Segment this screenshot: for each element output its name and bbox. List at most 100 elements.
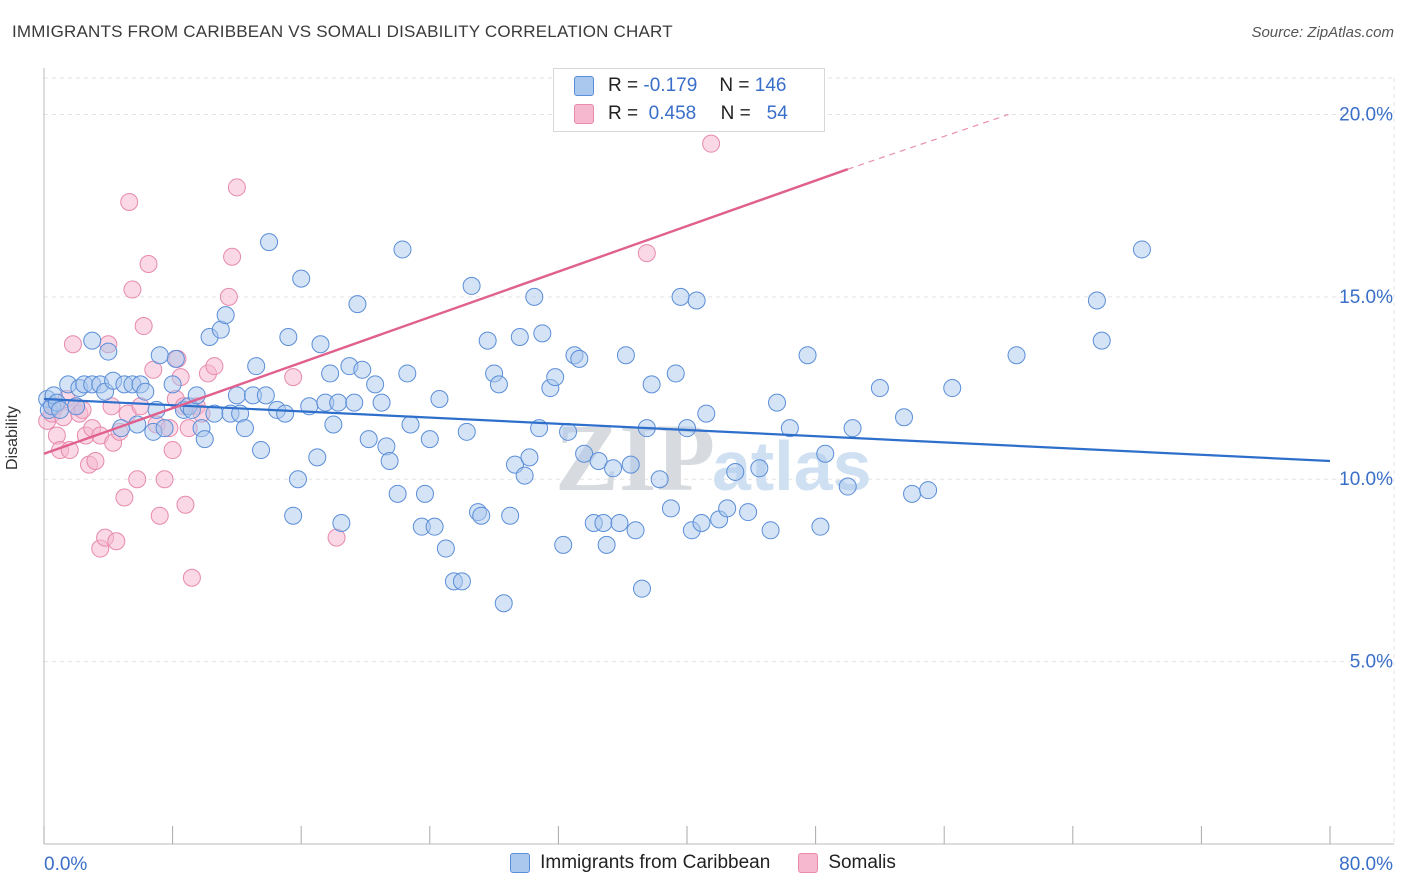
legend-r-label: R = (608, 75, 639, 96)
somalis-trend-line (43, 168, 849, 455)
caribbean-point-55 (311, 335, 330, 354)
caribbean-point-137 (838, 477, 857, 496)
caribbean-point-68 (377, 437, 396, 456)
caribbean-point-117 (650, 470, 669, 489)
legend-swatch-blue (574, 76, 594, 96)
caribbean-point-44 (252, 441, 271, 460)
caribbean-point-108 (597, 535, 616, 554)
x-tick-label-0: 0.0% (44, 854, 87, 875)
caribbean-point-110 (610, 514, 629, 533)
caribbean-point-128 (726, 462, 745, 481)
legend-n-value: 54 (766, 103, 788, 124)
caribbean-point-97 (533, 324, 552, 343)
trend-lines (43, 113, 1331, 463)
caribbean-point-33 (195, 430, 214, 449)
caribbean-point-37 (216, 306, 235, 325)
somalis-point-44 (182, 568, 201, 587)
legend-n-label: N = (719, 75, 750, 96)
caribbean-point-26 (163, 375, 182, 394)
somalis-point-42 (176, 495, 195, 514)
caribbean-point-49 (279, 327, 298, 346)
caribbean-point-135 (811, 517, 830, 536)
caribbean-point-5 (51, 400, 70, 419)
caribbean-point-70 (388, 484, 407, 503)
caribbean-point-78 (430, 389, 449, 408)
caribbean-point-134 (798, 346, 817, 365)
caribbean-point-90 (501, 506, 520, 525)
caribbean-point-129 (739, 503, 758, 522)
somalis-point-27 (123, 280, 142, 299)
legend-n-label: N = (720, 103, 751, 124)
caribbean-point-127 (718, 499, 737, 518)
legend-r-value: -0.179 (643, 75, 698, 96)
series-legend: Immigrants from Caribbean Somalis (0, 852, 1406, 874)
caribbean-point-138 (843, 419, 862, 438)
caribbean-points (38, 233, 1151, 613)
somalis-point-51 (227, 178, 246, 197)
somalis-point-15 (86, 452, 105, 470)
caribbean-point-83 (462, 276, 481, 295)
legend-r-label: R = (608, 103, 639, 124)
caribbean-point-111 (616, 346, 635, 365)
caribbean-point-76 (420, 430, 439, 449)
caribbean-point-85 (472, 506, 491, 525)
caribbean-point-67 (372, 393, 391, 412)
caribbean-point-72 (398, 364, 417, 383)
caribbean-point-92 (510, 327, 529, 346)
legend-series-name: Immigrants from Caribbean (540, 852, 771, 873)
caribbean-point-133 (780, 419, 799, 438)
caribbean-point-130 (750, 459, 769, 478)
somalis-point-26 (120, 193, 139, 212)
legend-swatch-blue (510, 853, 531, 873)
legend-swatch-pink (798, 853, 819, 873)
caribbean-point-46 (260, 233, 279, 252)
caribbean-point-71 (393, 240, 412, 259)
caribbean-point-52 (292, 269, 311, 288)
somalis-point-3 (47, 426, 66, 445)
caribbean-point-69 (380, 452, 399, 470)
caribbean-point-39 (227, 386, 246, 405)
caribbean-point-119 (666, 364, 685, 383)
caribbean-point-124 (692, 514, 711, 533)
caribbean-point-99 (546, 368, 565, 387)
caribbean-point-106 (589, 452, 608, 470)
caribbean-point-51 (288, 470, 307, 489)
caribbean-point-66 (366, 375, 385, 394)
caribbean-point-43 (247, 357, 266, 376)
caribbean-point-141 (903, 484, 922, 503)
caribbean-point-114 (632, 579, 651, 598)
caribbean-point-142 (919, 481, 938, 500)
caribbean-point-93 (515, 466, 534, 485)
caribbean-point-31 (187, 386, 206, 405)
stats-legend: R = -0.179 N = 146 R = 0.458 N = 54 (553, 68, 825, 132)
caribbean-point-131 (761, 521, 780, 540)
caribbean-point-64 (353, 360, 372, 379)
caribbean-point-116 (642, 375, 661, 394)
caribbean-point-100 (554, 535, 573, 554)
caribbean-point-101 (559, 422, 578, 441)
caribbean-point-86 (478, 331, 497, 350)
caribbean-point-60 (332, 514, 351, 533)
somalis-point-28 (128, 470, 147, 489)
caribbean-point-65 (359, 430, 378, 449)
caribbean-point-113 (626, 521, 645, 540)
caribbean-point-109 (604, 459, 623, 478)
caribbean-point-88 (489, 375, 508, 394)
caribbean-point-144 (1007, 346, 1026, 365)
caribbean-point-121 (678, 419, 696, 438)
caribbean-point-25 (155, 419, 174, 438)
caribbean-point-112 (621, 455, 640, 474)
caribbean-point-94 (520, 448, 539, 467)
caribbean-point-75 (415, 484, 434, 503)
caribbean-point-7 (67, 397, 86, 416)
caribbean-point-145 (1087, 291, 1106, 310)
caribbean-point-50 (284, 506, 303, 525)
y-tick-label-3: 20.0% (1339, 104, 1393, 125)
caribbean-point-125 (697, 404, 716, 423)
caribbean-point-57 (321, 364, 340, 383)
caribbean-point-14 (99, 342, 118, 361)
caribbean-point-146 (1092, 331, 1111, 350)
legend-series-name: Somalis (828, 852, 896, 873)
caribbean-trend-line (43, 397, 1331, 463)
caribbean-point-24 (150, 346, 169, 365)
